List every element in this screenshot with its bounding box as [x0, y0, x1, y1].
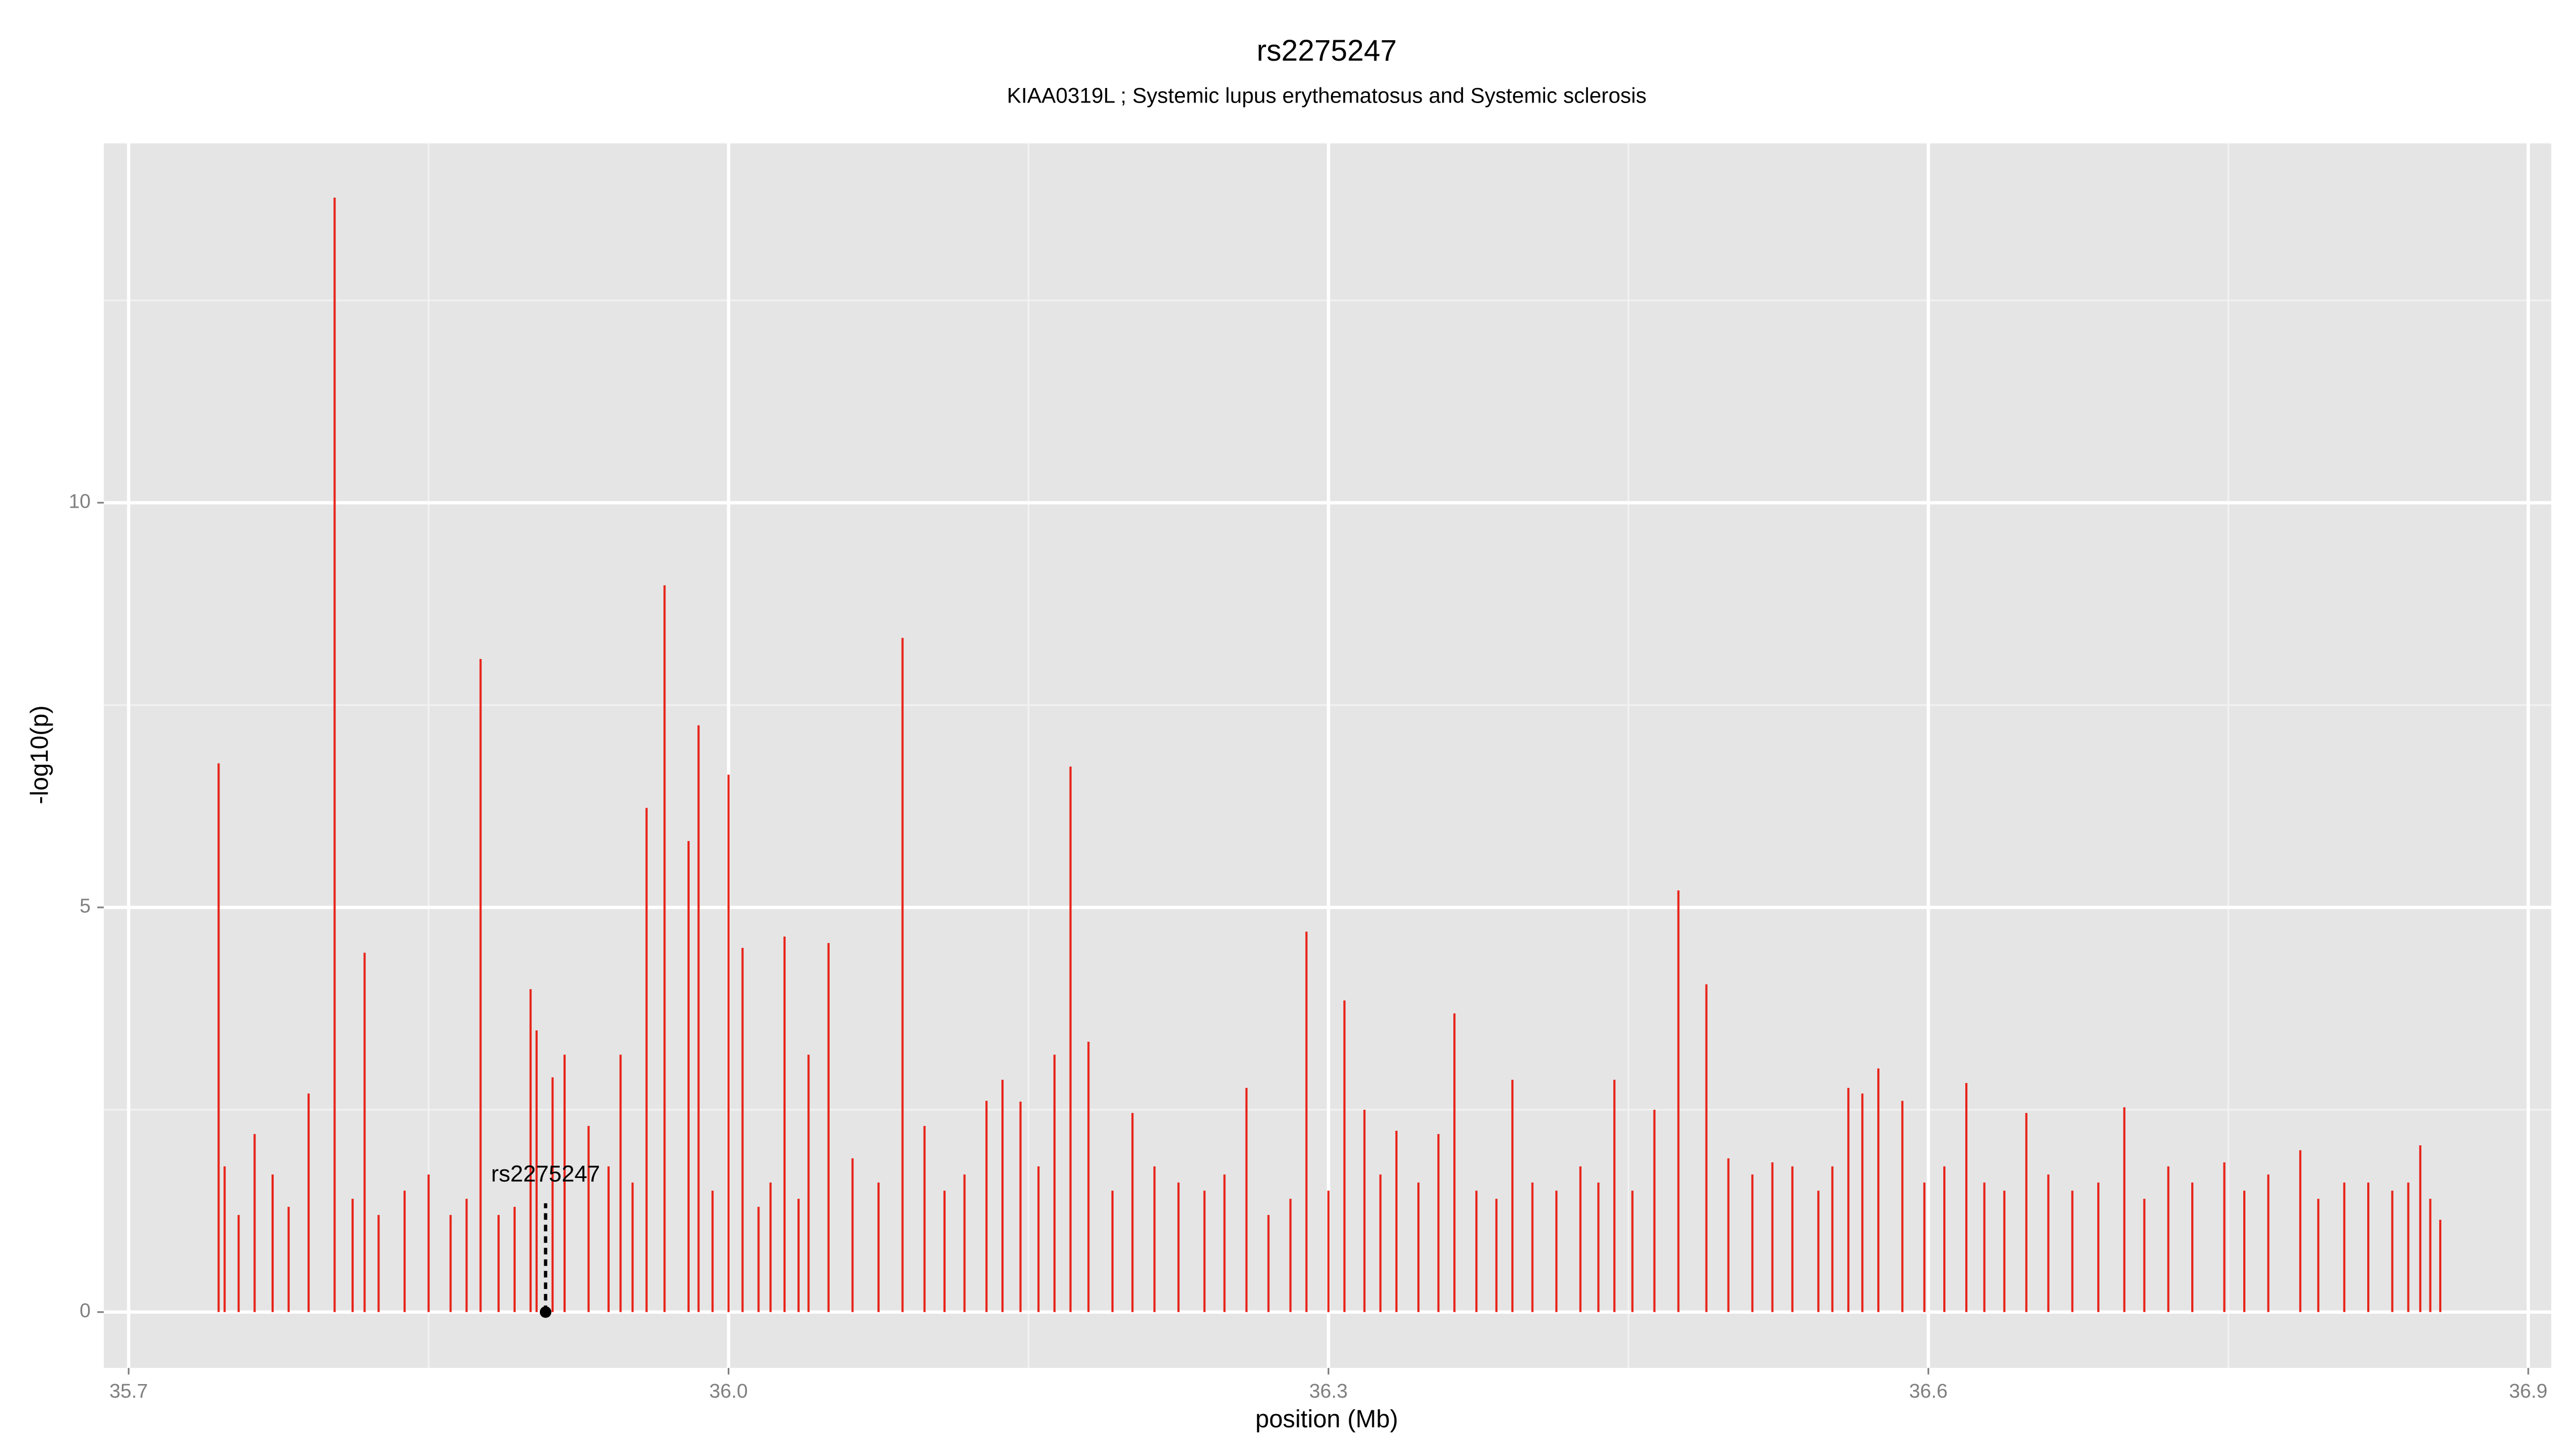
- annotation-label: rs2275247: [491, 1161, 600, 1187]
- y-tick-label: 0: [79, 1300, 91, 1322]
- y-tick-label: 10: [69, 490, 91, 512]
- chart-title: rs2275247: [1257, 34, 1397, 67]
- grid: [104, 143, 2551, 1368]
- x-tick-label: 35.7: [109, 1380, 148, 1402]
- annotation-point: [539, 1306, 552, 1318]
- x-axis-label: position (Mb): [1255, 1404, 1398, 1432]
- y-tick-label: 5: [79, 895, 91, 917]
- y-axis-label: -log10(p): [25, 705, 53, 804]
- x-tick-label: 36.3: [1309, 1380, 1348, 1402]
- chart-subtitle: KIAA0319L ; Systemic lupus erythematosus…: [1007, 84, 1646, 108]
- marks: [217, 197, 2442, 1312]
- x-tick-label: 36.0: [709, 1380, 748, 1402]
- x-tick-label: 36.9: [2509, 1380, 2548, 1402]
- x-tick-label: 36.6: [1909, 1380, 1948, 1402]
